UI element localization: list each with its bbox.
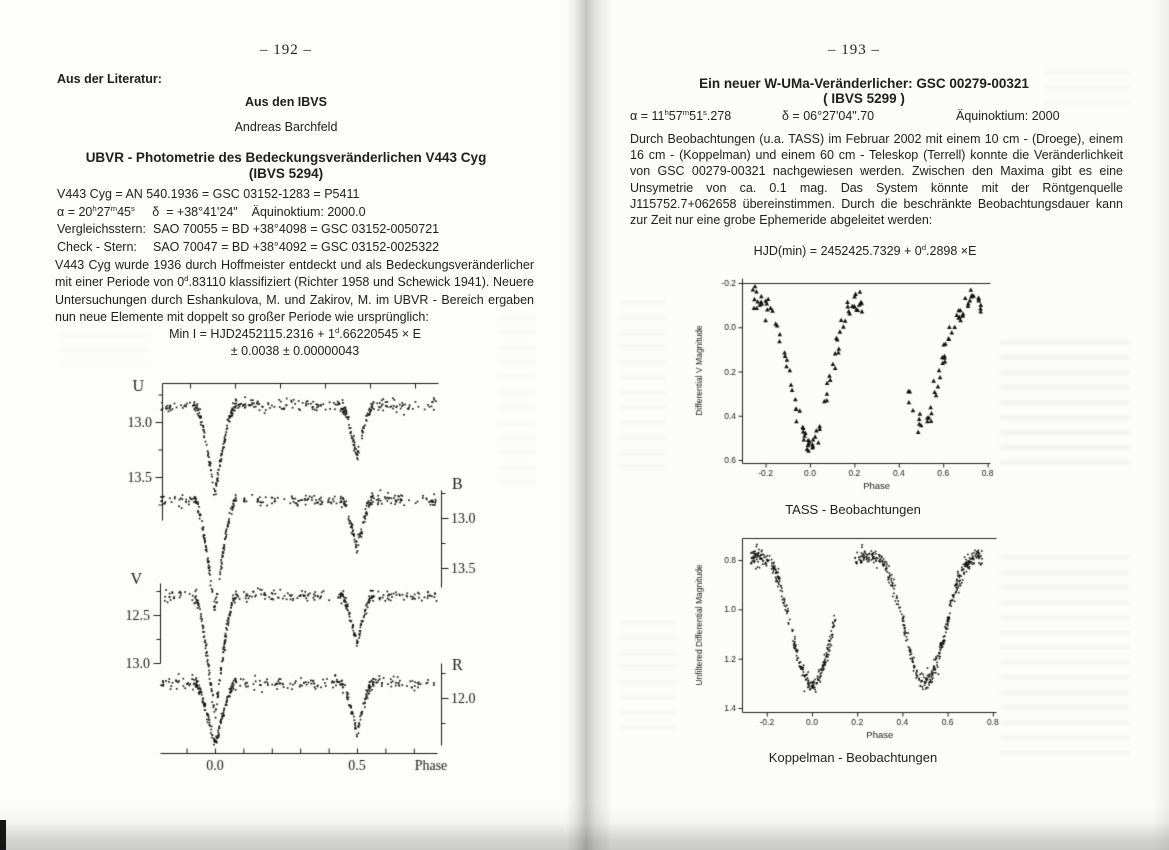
tass-caption: TASS - Beobachtungen	[785, 502, 921, 517]
scan-bottom-shadow	[0, 802, 1169, 850]
check-star: Check - Stern: SAO 70047 = BD +38°4092 = …	[57, 239, 557, 257]
ra-value: α = 11h57m51s.278	[630, 107, 732, 123]
bleed-through-smudge	[620, 300, 666, 470]
history-paragraph: V443 Cyg wurde 1936 durch Hoffmeister en…	[55, 258, 534, 324]
bleed-through-smudge	[60, 332, 150, 366]
observation-paragraph: Durch Beobachtungen (u.a. TASS) im Febru…	[630, 132, 1123, 228]
ubvr-light-curve-chart	[110, 373, 480, 785]
check-star-label: Check - Stern:	[57, 239, 137, 254]
page-number-left: – 192 –	[260, 42, 312, 58]
page-number-right: – 193 –	[828, 42, 880, 58]
rough-ephemeris: HJD(min) = 2452425.7329 + 0d.2898 ×E	[753, 242, 977, 258]
koppelman-caption: Koppelman - Beobachtungen	[768, 750, 938, 765]
comparison-star: Vergleichsstern: SAO 70055 = BD +38°4098 …	[57, 221, 557, 239]
article-title-line1: UBVR - Photometrie des Bedeckungsverände…	[85, 150, 487, 165]
comparison-star-value: SAO 70055 = BD +38°4098 = GSC 03152-0050…	[153, 222, 440, 236]
bleed-through-smudge	[1000, 555, 1130, 755]
page-left: – 192 – Aus der Literatur: Aus den IBVS …	[0, 0, 572, 850]
object-identifiers: V443 Cyg = AN 540.1936 = GSC 03152-1283 …	[57, 187, 360, 201]
bleed-through-smudge	[498, 300, 536, 490]
page-gutter-shadow	[566, 0, 610, 850]
scan-right-edge-shadow	[1152, 0, 1169, 850]
bleed-through-smudge	[1000, 340, 1130, 470]
koppelman-light-curve-chart	[688, 528, 1010, 753]
ephemeris-line2: ± 0.0038 ± 0.00000043	[230, 344, 360, 358]
bleed-through-smudge	[1044, 70, 1130, 110]
equinox-value: Äquinoktium: 2000	[956, 109, 1060, 123]
ephemeris-line1: Min I = HJD2452115.2316 + 1d.66220545 × …	[169, 325, 421, 341]
author: Andreas Barchfeld	[234, 120, 338, 134]
object-coordinates: α = 20h27m45s δ = +38°41'24" Äquinoktium…	[57, 203, 366, 219]
section-label: Aus der Literatur:	[57, 72, 162, 86]
check-star-value: SAO 70047 = BD +38°4092 = GSC 03152-0025…	[153, 239, 440, 254]
object-info-block: V443 Cyg = AN 540.1936 = GSC 03152-1283 …	[57, 186, 557, 256]
article-title-line2: (IBVS 5294)	[248, 166, 324, 181]
report-title-line1: Ein neuer W-UMa-Veränderlicher: GSC 0027…	[699, 76, 1029, 91]
tass-light-curve-chart	[688, 268, 1008, 498]
source-heading: Aus den IBVS	[245, 95, 327, 109]
comparison-star-label: Vergleichsstern:	[57, 222, 146, 236]
report-title-line2: ( IBVS 5299 )	[823, 91, 905, 106]
bleed-through-smudge	[620, 620, 676, 740]
scan-corner-mark	[0, 820, 6, 850]
dec-value: δ = 06°27'04".70	[782, 109, 875, 123]
